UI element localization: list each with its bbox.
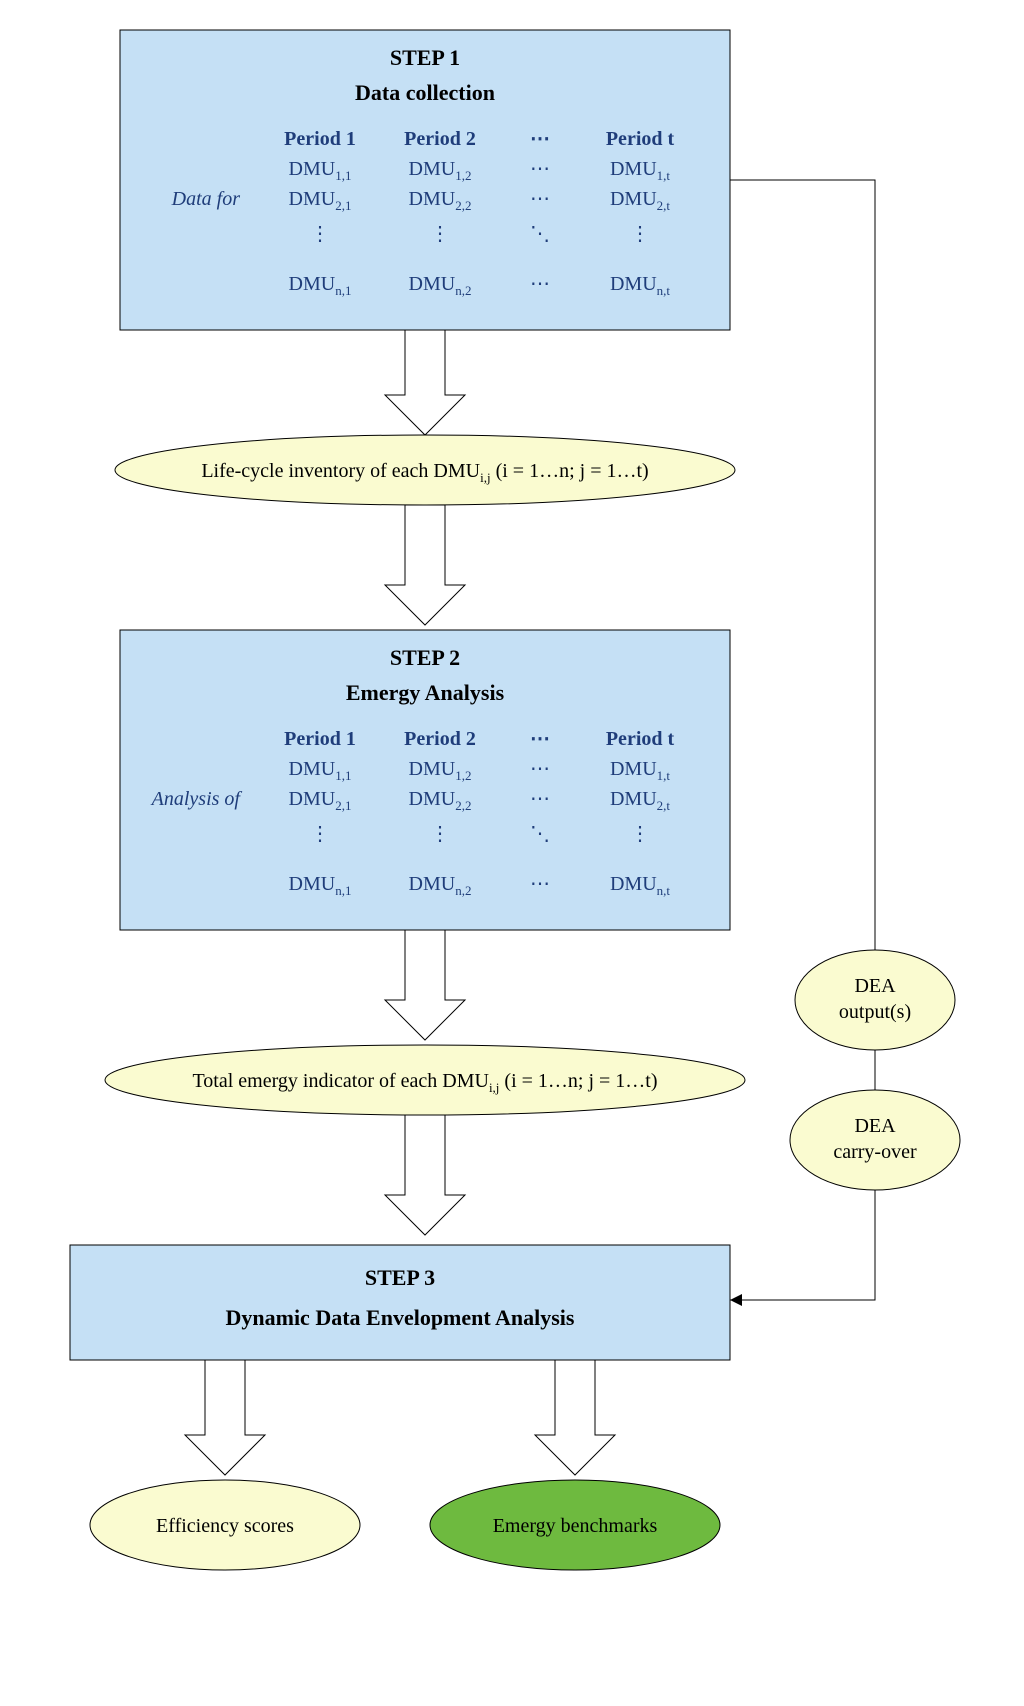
step2-title: Emergy Analysis xyxy=(346,680,505,705)
s2r2c3: ⋯ xyxy=(530,788,550,810)
dea-out-l2: output(s) xyxy=(839,1001,911,1023)
s1r3c3: ⋱ xyxy=(530,223,550,245)
s1r2c3: ⋯ xyxy=(530,188,550,210)
arrow-5 xyxy=(185,1360,265,1475)
ellipse2-text: Total emergy indicator of each DMUi,j (i… xyxy=(192,1070,657,1095)
s1r3c2: ⋮ xyxy=(430,223,450,245)
p2h1: Period 1 xyxy=(284,728,356,750)
step1-matrix-label: Data for xyxy=(171,188,241,210)
side-arrowhead-icon xyxy=(730,1294,742,1306)
dea-out-l1: DEA xyxy=(854,975,896,997)
step3-label: STEP 3 xyxy=(365,1265,435,1290)
s2r3c2: ⋮ xyxy=(430,823,450,845)
s1r1c3: ⋯ xyxy=(530,158,550,180)
ellipse-dea-outputs xyxy=(795,950,955,1050)
s2r3c3: ⋱ xyxy=(530,823,550,845)
flowchart: STEP 1 Data collection Data for Period 1… xyxy=(0,0,1024,1706)
s1r4c3: ⋯ xyxy=(530,273,550,295)
arrow-3 xyxy=(385,930,465,1040)
s2r3c4: ⋮ xyxy=(630,823,650,845)
dea-co-l1: DEA xyxy=(854,1115,896,1137)
p2h4: Period t xyxy=(606,728,675,750)
arrow-4 xyxy=(385,1115,465,1235)
p1h4: Period t xyxy=(606,128,675,150)
dea-co-l2: carry-over xyxy=(833,1141,917,1163)
s2r3c1: ⋮ xyxy=(310,823,330,845)
ellipse1-text: Life-cycle inventory of each DMUi,j (i =… xyxy=(201,460,648,485)
out1-text: Efficiency scores xyxy=(156,1515,294,1537)
step3-title: Dynamic Data Envelopment Analysis xyxy=(226,1305,575,1330)
step2-matrix-label: Analysis of xyxy=(150,788,243,810)
p2h3: ⋯ xyxy=(530,728,550,750)
out2-text: Emergy benchmarks xyxy=(493,1515,658,1537)
p2h2: Period 2 xyxy=(404,728,476,750)
s2r1c3: ⋯ xyxy=(530,758,550,780)
arrow-6 xyxy=(535,1360,615,1475)
side-connector-top xyxy=(730,180,875,950)
step2-label: STEP 2 xyxy=(390,645,460,670)
arrow-1 xyxy=(385,330,465,435)
p1h3: ⋯ xyxy=(530,128,550,150)
p1h1: Period 1 xyxy=(284,128,356,150)
step1-label: STEP 1 xyxy=(390,45,460,70)
s1r3c4: ⋮ xyxy=(630,223,650,245)
ellipse-dea-carryover xyxy=(790,1090,960,1190)
step3-box xyxy=(70,1245,730,1360)
arrow-2 xyxy=(385,505,465,625)
p1h2: Period 2 xyxy=(404,128,476,150)
side-connector-bottom xyxy=(730,1190,875,1300)
s2r4c3: ⋯ xyxy=(530,873,550,895)
s1r3c1: ⋮ xyxy=(310,223,330,245)
step1-title: Data collection xyxy=(355,80,495,105)
